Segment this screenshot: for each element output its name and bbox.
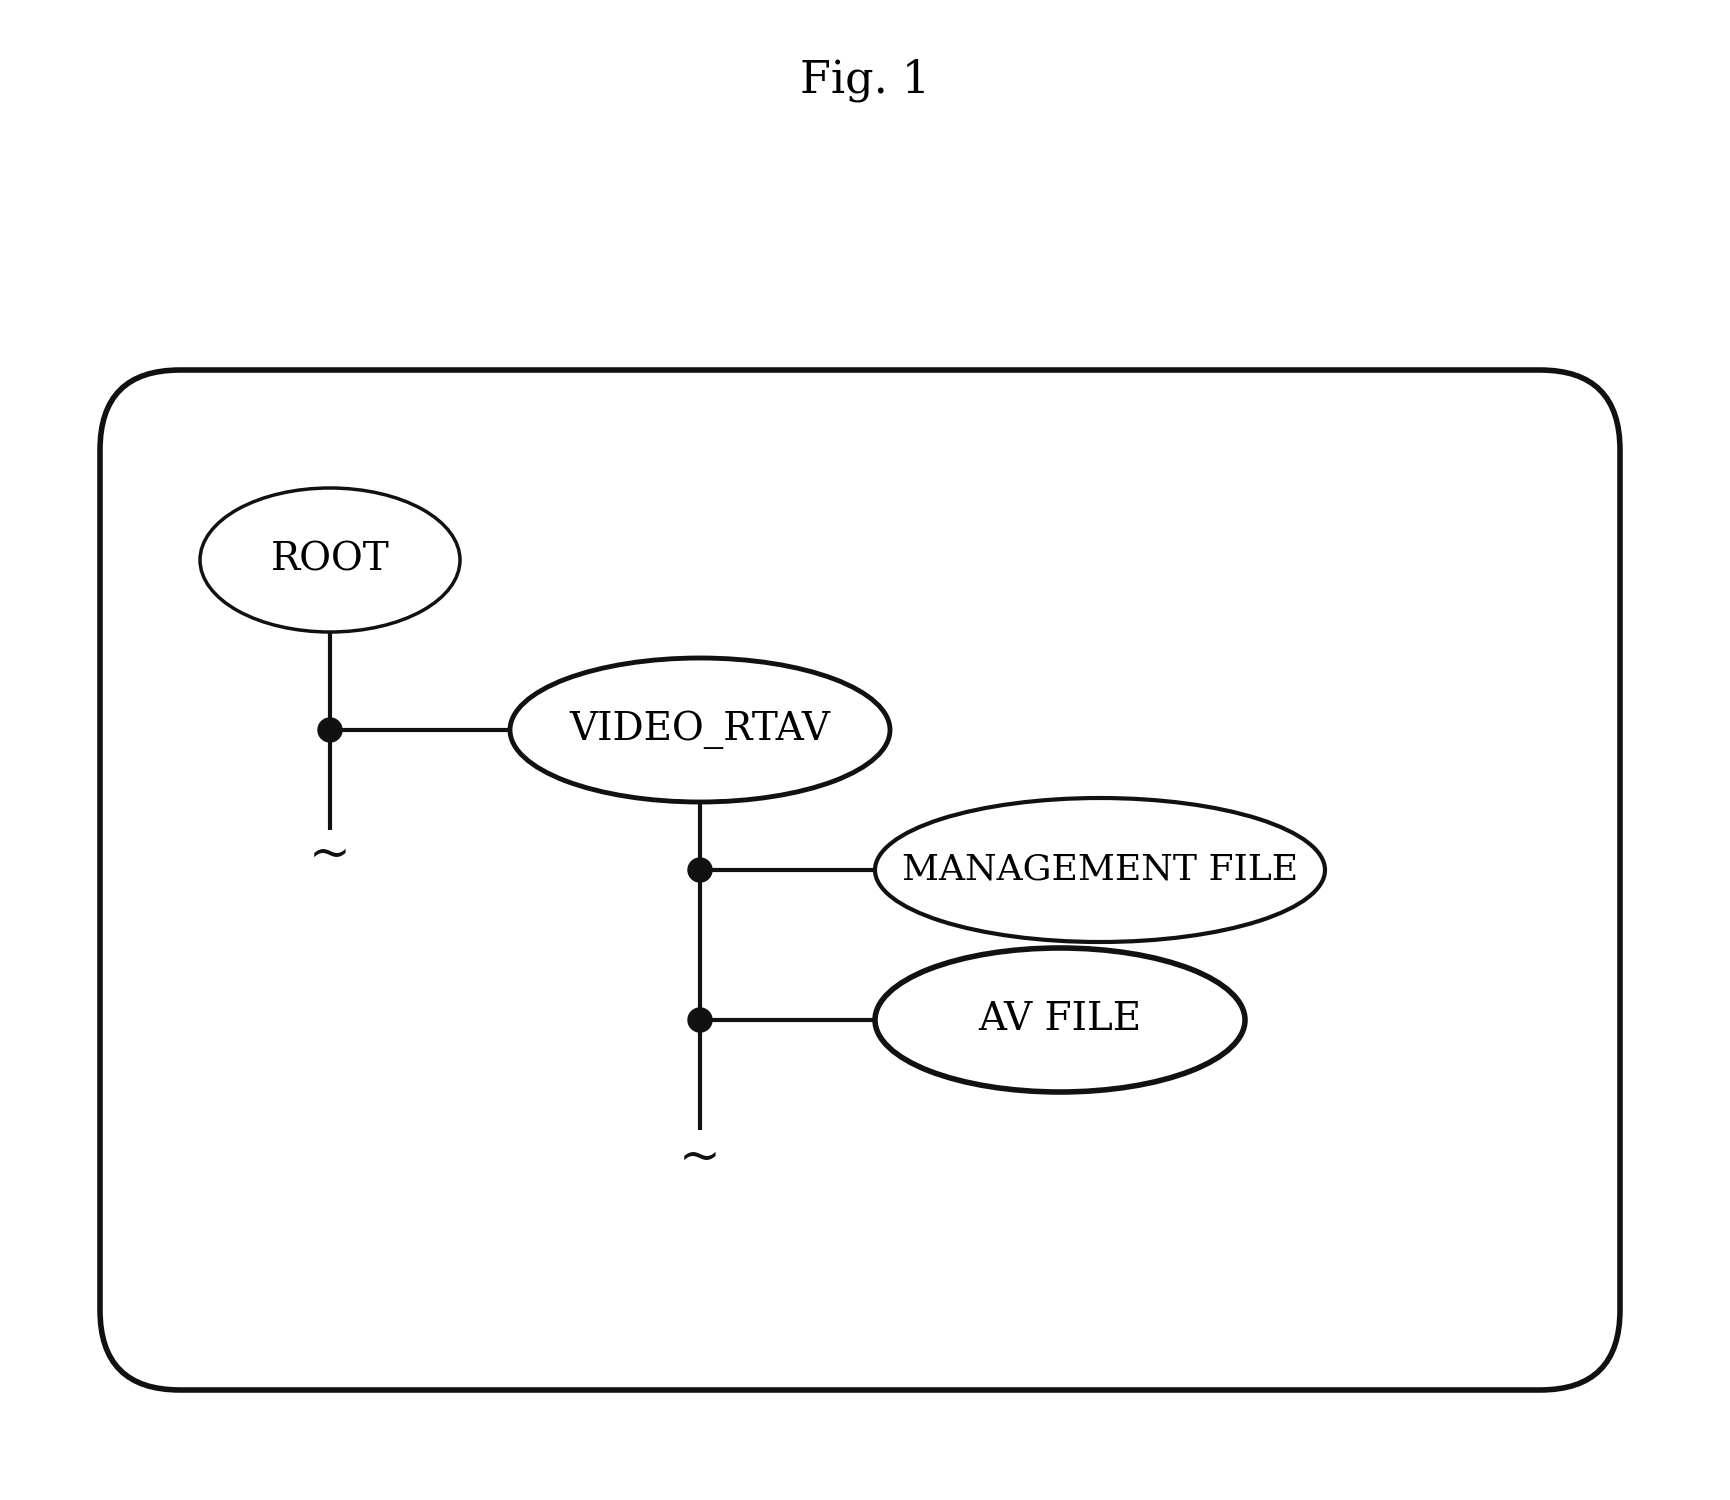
Ellipse shape bbox=[874, 798, 1323, 942]
Circle shape bbox=[318, 718, 343, 742]
Text: Fig. 1: Fig. 1 bbox=[799, 58, 929, 102]
Text: VIDEO_RTAV: VIDEO_RTAV bbox=[569, 711, 830, 750]
Circle shape bbox=[687, 1008, 711, 1032]
FancyBboxPatch shape bbox=[100, 370, 1619, 1390]
Ellipse shape bbox=[201, 488, 460, 632]
Ellipse shape bbox=[510, 658, 889, 802]
Circle shape bbox=[687, 858, 711, 882]
Text: MANAGEMENT FILE: MANAGEMENT FILE bbox=[901, 853, 1298, 886]
Ellipse shape bbox=[874, 948, 1244, 1092]
Text: ROOT: ROOT bbox=[270, 542, 389, 579]
Text: ~: ~ bbox=[678, 1134, 720, 1182]
Text: ~: ~ bbox=[310, 831, 351, 879]
Text: AV FILE: AV FILE bbox=[977, 1002, 1140, 1038]
